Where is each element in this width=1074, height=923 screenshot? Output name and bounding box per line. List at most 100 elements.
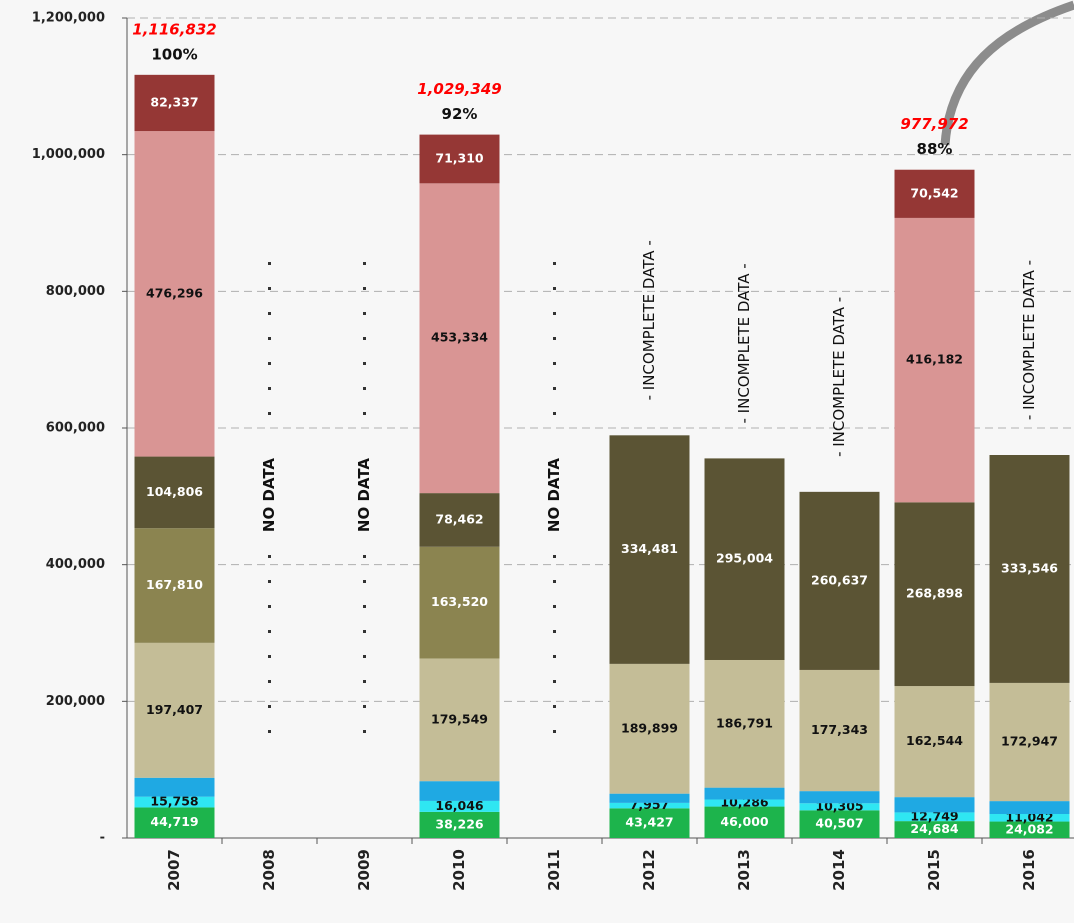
data-label: 268,898 [906,586,963,601]
data-label: 179,549 [431,711,488,726]
data-label: 71,310 [435,150,484,165]
note: - INCOMPLETE DATA - [735,263,753,423]
bar-segment [989,821,1070,838]
data-label: 70,542 [910,185,958,200]
bar-segment [704,787,785,800]
y-tick-label: 1,000,000 [32,147,105,162]
data-label: 162,544 [906,733,963,748]
bar-segment [799,803,880,811]
x-tick-label: 2015 [925,849,943,891]
data-label: 172,947 [1001,734,1058,749]
data-label: 167,810 [146,577,203,592]
y-tick-label: 1,200,000 [32,11,105,26]
data-label: 82,337 [150,94,198,109]
bar-segment [799,669,880,792]
bar-segment [419,546,500,659]
note: NO DATA [355,458,373,532]
arrow [940,0,1074,146]
x-tick-label: 2016 [1020,849,1038,891]
data-label: 197,407 [146,702,203,717]
total-label: 1,116,832 [132,20,216,38]
bar-segment [799,810,880,838]
bar-segment [894,169,975,218]
data-label: 334,481 [621,541,678,556]
data-label: 189,899 [621,720,678,735]
bar-segment [134,528,215,643]
bar-segment [799,491,880,670]
data-label: 416,182 [906,352,963,367]
bar-segment [134,807,215,838]
data-label: 43,427 [625,815,673,830]
data-label: 16,046 [435,798,484,813]
bar-segment [134,777,215,797]
x-tick-label: 2007 [165,849,183,891]
share-label: 92% [442,105,478,123]
bar-segment [799,791,880,804]
data-label: 38,226 [435,816,484,831]
bar-segment [894,797,975,813]
total-label: 1,029,349 [417,80,501,98]
y-tick-label: 200,000 [46,694,105,709]
bar-segment [134,131,215,457]
note: - INCOMPLETE DATA - [1020,260,1038,420]
bar-segment [894,812,975,822]
bar-segment [704,806,785,838]
bar-segment [704,458,785,660]
y-tick-label: 800,000 [46,284,105,299]
x-tick-label: 2008 [260,849,278,891]
data-label: 476,296 [146,285,203,300]
bar-segment [419,183,500,494]
bar-segment [894,217,975,503]
data-label: 260,637 [811,572,868,587]
bar-segment [609,808,690,838]
bar-segment [704,799,785,807]
note: NO DATA [545,458,563,532]
note: - INCOMPLETE DATA - [830,297,848,457]
x-tick-label: 2009 [355,849,373,891]
data-label: 78,462 [435,511,483,526]
bar-segment [609,663,690,794]
data-label: 295,004 [716,551,773,566]
data-label: 24,684 [910,821,959,836]
note: - INCOMPLETE DATA - [640,240,658,400]
share-label: 88% [917,140,953,158]
x-tick-label: 2012 [640,849,658,891]
bar-segment [989,454,1070,683]
bar-segment [419,800,500,812]
bar-segment [609,793,690,803]
bar-segment [419,811,500,838]
bar-segment [704,659,785,788]
data-label: 186,791 [716,715,773,730]
x-tick-label: 2014 [830,849,848,891]
data-label: 453,334 [431,330,488,345]
x-tick-label: 2013 [735,849,753,891]
data-label: 333,546 [1001,560,1058,575]
share-label: 100% [151,45,197,63]
total-label: 977,972 [900,115,968,133]
bar-segment [419,134,500,184]
bar-segment [134,456,215,529]
bar-segment [609,802,690,809]
data-label: 24,082 [1005,821,1053,836]
x-tick-label: 2010 [450,849,468,891]
bar-segment [419,493,500,547]
bar-segment [134,74,215,132]
bar-segment [989,801,1070,814]
x-tick-label: 2011 [545,849,563,891]
data-label: 15,758 [150,794,198,809]
data-label: 46,000 [720,814,769,829]
note: NO DATA [260,458,278,532]
data-label: 104,806 [146,484,203,499]
bar-segment [989,813,1070,822]
data-label: 40,507 [815,816,863,831]
bar-segment [134,796,215,808]
bar-segment [894,686,975,798]
data-label: 44,719 [150,814,198,829]
y-tick-label: - [100,831,105,846]
bar-segment [989,682,1070,802]
y-tick-label: 600,000 [46,421,105,436]
bar-segment [419,658,500,782]
bar-segment [609,435,690,664]
